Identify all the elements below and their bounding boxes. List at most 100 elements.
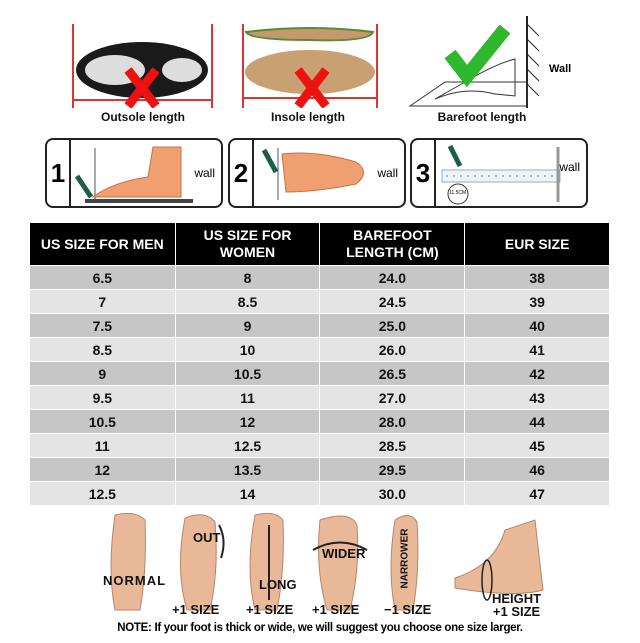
wider-size: +1 SIZE [312,602,360,617]
wall-label: wall [377,166,398,180]
cell-us-women: 8.5 [174,289,321,314]
cell-eur: 40 [464,313,610,338]
pencil-icon [447,144,463,168]
cell-eur: 39 [464,289,610,314]
step-number: 3 [412,140,436,206]
cell-barefoot-cm: 28.5 [319,433,466,458]
cell-us-men: 9 [29,361,176,386]
table-row: 9.5 11 27.0 43 [29,385,610,410]
narrower-foot [390,515,419,611]
header-eur-size: EUR SIZE [464,222,610,266]
cell-barefoot-cm: 28.0 [319,409,466,434]
cell-us-men: 10.5 [29,409,176,434]
table-row: 9 10.5 26.5 42 [29,361,610,386]
wider-foot [318,515,359,611]
step-number: 2 [230,140,254,206]
table-row: 7.5 9 25.0 40 [29,313,610,338]
wall-label: wall [559,160,580,174]
table-row: 7 8.5 24.5 39 [29,289,610,314]
table-header-row: US SIZE FOR MEN US SIZE FOR WOMEN BAREFO… [29,222,610,266]
cell-eur: 38 [464,265,610,290]
height-size: +1 SIZE [492,604,541,619]
cell-us-women: 8 [174,265,321,290]
cell-eur: 46 [464,457,610,482]
table-row: 12.5 14 30.0 47 [29,481,610,506]
ruler-illustration [441,144,561,205]
x-mark-icon [294,67,330,108]
pencil-icon [74,174,94,199]
step-number: 1 [47,140,71,206]
normal-label: NORMAL [103,573,167,588]
long-size: +1 SIZE [246,602,294,617]
height-label: HEIGHT +1 SIZE [492,592,541,618]
cell-barefoot-cm: 30.0 [319,481,466,506]
cell-us-men: 12.5 [29,481,176,506]
insole-label: Insole length [270,110,345,124]
checkmark-icon [444,24,511,88]
insole-illustration [242,24,378,108]
cell-us-women: 12 [174,409,321,434]
cell-eur: 44 [464,409,610,434]
cell-eur: 43 [464,385,610,410]
long-label: LONG [259,577,297,592]
cell-us-women: 12.5 [174,433,321,458]
cell-barefoot-cm: 26.0 [319,337,466,362]
cell-us-women: 10 [174,337,321,362]
narrower-label: NARROWER [399,528,411,589]
header-us-men: US SIZE FOR MEN [29,222,176,266]
header-barefoot-length: BAREFOOT LENGTH (CM) [319,222,466,266]
foot-side-illustration [74,146,193,203]
ruler-mark: 11.5CM [449,190,467,196]
barefoot-label: Barefoot length [437,110,527,124]
cell-barefoot-cm: 24.0 [319,265,466,290]
cell-us-men: 11 [29,433,176,458]
cell-us-men: 7.5 [29,313,176,338]
cell-us-men: 7 [29,289,176,314]
out-label: OUT [193,530,221,545]
foot-types-illustration [110,512,544,611]
cell-us-women: 9 [174,313,321,338]
height-foot [454,519,544,595]
cell-us-men: 12 [29,457,176,482]
wall-label: wall [194,166,215,180]
foot-top-illustration [261,148,364,200]
cell-us-men: 9.5 [29,385,176,410]
x-mark-icon [124,67,160,108]
table-row: 8.5 10 26.0 41 [29,337,610,362]
pencil-icon [261,148,279,174]
wider-label: WIDER [322,546,366,561]
table-row: 6.5 8 24.0 38 [29,265,610,290]
table-row: 10.5 12 28.0 44 [29,409,610,434]
height-text: HEIGHT [492,591,542,606]
cell-us-men: 8.5 [29,337,176,362]
table-row: 12 13.5 29.5 46 [29,457,610,482]
out-foot [180,514,217,611]
long-foot [249,512,284,611]
cell-eur: 41 [464,337,610,362]
narrower-size: −1 SIZE [384,602,432,617]
header-us-women: US SIZE FOR WOMEN [174,222,321,266]
note-text: NOTE: If your foot is thick or wide, we … [117,622,523,634]
outsole-illustration [72,24,213,108]
cell-barefoot-cm: 25.0 [319,313,466,338]
normal-foot [110,512,146,611]
cell-us-women: 14 [174,481,321,506]
cell-barefoot-cm: 27.0 [319,385,466,410]
cell-us-men: 6.5 [29,265,176,290]
step-2-panel: 2 wall [228,138,406,208]
cell-barefoot-cm: 24.5 [319,289,466,314]
cell-eur: 47 [464,481,610,506]
cell-eur: 45 [464,433,610,458]
outsole-label: Outsole length [101,110,185,124]
cell-eur: 42 [464,361,610,386]
cell-barefoot-cm: 26.5 [319,361,466,386]
step-1-panel: 1 wall [45,138,223,208]
size-chart-table: US SIZE FOR MEN US SIZE FOR WOMEN BAREFO… [29,222,610,506]
cell-us-women: 10.5 [174,361,321,386]
out-size: +1 SIZE [172,602,220,617]
cell-barefoot-cm: 29.5 [319,457,466,482]
table-row: 11 12.5 28.5 45 [29,433,610,458]
wall-label: Wall [549,63,572,75]
cell-us-women: 11 [174,385,321,410]
step-3-panel: 3 11.5CM wall [410,138,588,208]
